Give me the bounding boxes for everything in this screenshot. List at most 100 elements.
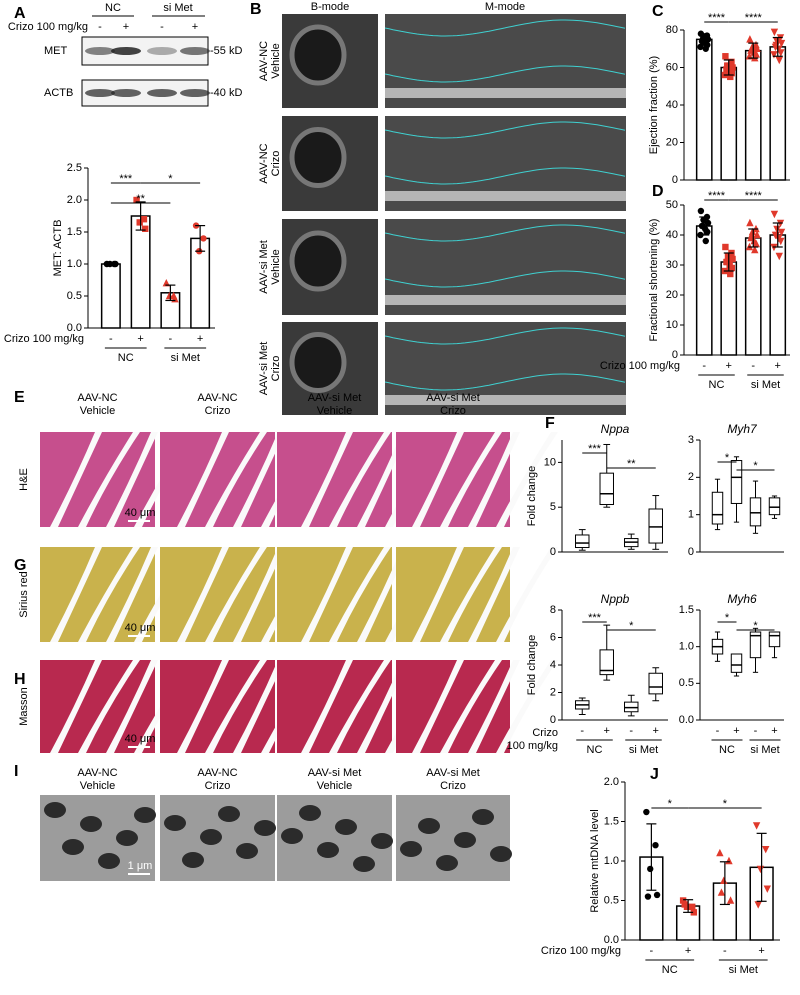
significance-label: ****: [708, 12, 726, 24]
blot-band: [85, 47, 115, 55]
mitochondrion: [218, 806, 240, 822]
column-label: Crizo: [205, 780, 231, 792]
bar: [769, 46, 787, 181]
mitochondrion: [472, 809, 494, 825]
mitochondrion: [200, 829, 222, 845]
tissue-gap: [78, 432, 140, 527]
y-axis-label: Fold change: [526, 466, 538, 527]
histology-image: [277, 660, 392, 753]
mitochondrion: [400, 841, 422, 857]
data-point: [770, 210, 779, 219]
echo-ventricle: [289, 24, 347, 86]
group-label: si Met: [171, 352, 200, 364]
data-point: [777, 237, 785, 246]
data-point: [746, 218, 754, 227]
significance-label: ****: [708, 190, 726, 202]
group-label: si Met: [729, 964, 758, 976]
blot-band: [111, 47, 141, 55]
treatment-label: +: [123, 21, 129, 33]
mitochondrion: [254, 820, 276, 836]
data-point: [751, 245, 759, 254]
echo-trace: [384, 327, 626, 345]
echo-trace: [384, 270, 626, 288]
data-point: [763, 885, 772, 893]
data-point: [679, 897, 687, 904]
y-axis-label: Ejection fraction (%): [648, 56, 660, 154]
y-tick-label: 1: [688, 509, 694, 521]
tissue-gap: [205, 660, 267, 753]
data-point: [762, 845, 770, 854]
data-point: [697, 207, 705, 215]
tissue-gap: [78, 547, 140, 642]
crizo-label: Crizo 100 mg/kg: [8, 21, 88, 33]
significance-label: ***: [119, 173, 133, 185]
significance-label: *: [168, 173, 173, 185]
data-point: [770, 51, 778, 59]
treatment-label: -: [629, 725, 633, 737]
data-point: [746, 35, 754, 43]
treatment-label: +: [197, 333, 203, 345]
treatment-label: -: [754, 725, 758, 737]
scale-label: 1 μm: [128, 860, 153, 872]
box: [599, 649, 614, 676]
treatment-label: -: [751, 360, 755, 372]
y-tick-label: 1.0: [67, 258, 82, 270]
group-label: NC: [719, 744, 735, 756]
tissue-gap: [440, 660, 502, 753]
panel-letter: H: [14, 671, 26, 688]
y-tick-label: 60: [666, 61, 678, 73]
blot-band: [85, 89, 115, 97]
y-tick-label: 2.5: [67, 162, 82, 174]
band-size: -55 kD: [210, 45, 242, 57]
group-label: NC: [662, 964, 678, 976]
histology-image: [277, 547, 392, 642]
data-point: [702, 237, 709, 245]
significance-label: *: [725, 452, 730, 464]
box: [575, 534, 590, 549]
tissue-gap: [50, 432, 102, 527]
column-label: AAV-si Met: [426, 767, 480, 779]
y-tick-label: 10: [544, 456, 556, 468]
y-tick-label: 0.0: [679, 714, 694, 726]
box: [648, 672, 663, 695]
row-label: AAV-si Met: [258, 240, 270, 294]
tissue-gap: [496, 432, 558, 527]
data-point: [754, 901, 762, 909]
tissue-gap: [468, 660, 520, 753]
data-point: [770, 28, 779, 37]
tissue-gap: [177, 547, 229, 642]
data-point: [724, 62, 731, 69]
treatment-label: +: [775, 360, 781, 372]
mitochondrion: [436, 855, 458, 871]
echo-ventricle: [289, 127, 347, 188]
echo-trace: [384, 121, 626, 139]
data-point: [702, 45, 709, 52]
treatment-label: +: [771, 725, 777, 737]
panel-letter: E: [14, 389, 25, 406]
stain-label: Masson: [18, 687, 30, 726]
row-label: AAV-si Met: [258, 342, 270, 396]
data-point: [200, 235, 207, 242]
mitochondrion: [418, 818, 440, 834]
mitochondrion: [281, 828, 303, 844]
data-point: [136, 219, 143, 226]
box: [711, 491, 724, 525]
significance-label: ****: [745, 190, 763, 202]
y-axis-label: MET: ACTB: [52, 220, 64, 277]
echo-band: [385, 88, 626, 98]
data-point: [775, 252, 783, 261]
y-tick-label: 1.5: [67, 226, 82, 238]
data-point: [140, 216, 148, 223]
y-tick-label: 0: [550, 546, 556, 558]
treatment-label: -: [160, 21, 164, 33]
box: [730, 653, 743, 673]
column-label: AAV-NC: [197, 767, 237, 779]
group-label: si Met: [750, 744, 779, 756]
tissue-gap: [440, 547, 502, 642]
mitochondrion: [454, 832, 476, 848]
tissue-gap: [233, 432, 285, 527]
y-tick-label: 2: [550, 686, 556, 698]
mitochondrion: [236, 843, 258, 859]
data-point: [729, 255, 736, 263]
data-point: [704, 228, 711, 236]
